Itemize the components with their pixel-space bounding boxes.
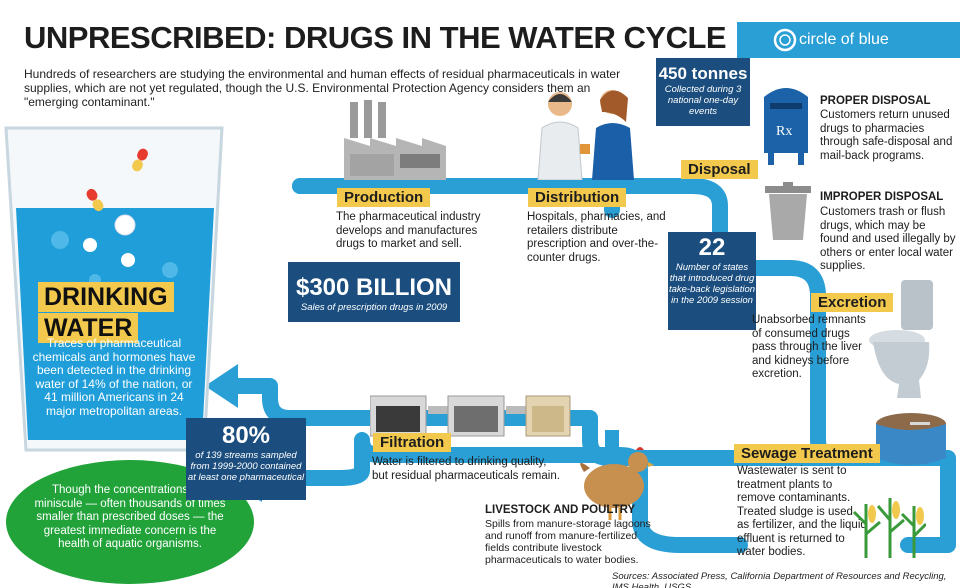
production-label: Production bbox=[337, 188, 431, 207]
mailbox-icon: Rx bbox=[764, 88, 808, 165]
states-caption: Number of states that introduced drug ta… bbox=[668, 262, 756, 306]
streams-value: 80% bbox=[221, 422, 271, 449]
states-value: 22 bbox=[698, 234, 726, 261]
chicken-icon bbox=[580, 447, 654, 520]
rx-mark: Rx bbox=[776, 124, 792, 139]
brand-name: circle of blue bbox=[799, 31, 889, 48]
drinking-water-heading-2: WATER bbox=[38, 313, 139, 343]
livestock-text: Spills from manure-storage lagoons and r… bbox=[485, 518, 651, 566]
trash-can-icon bbox=[765, 182, 811, 240]
livestock-title: LIVESTOCK AND POULTRY bbox=[485, 504, 636, 516]
filtration-text: Water is filtered to drinking quality, b… bbox=[372, 456, 560, 482]
sales-value: $300 BILLION bbox=[295, 274, 453, 301]
capsule-icon bbox=[132, 148, 148, 172]
page-title: UNPRESCRIBED: DRUGS IN THE WATER CYCLE bbox=[24, 20, 727, 55]
proper-disposal-title: PROPER DISPOSAL bbox=[820, 95, 931, 107]
proper-disposal-text: Customers return unused drugs to pharmac… bbox=[820, 109, 953, 162]
factory-icon bbox=[344, 100, 446, 180]
toilet-icon bbox=[869, 280, 933, 398]
filtration-tanks-icon bbox=[370, 395, 571, 437]
tonnes-stat: 450 tonnes Collected during 3 national o… bbox=[656, 58, 750, 126]
states-stat: 22 Number of states that introduced drug… bbox=[668, 232, 756, 330]
filtration-label: Filtration bbox=[373, 433, 452, 452]
circle-of-blue-logo-icon bbox=[773, 28, 797, 52]
distribution-text: Hospitals, pharmacies, and retailers dis… bbox=[527, 211, 666, 264]
excretion-text: Unabsorbed remnants of consumed drugs pa… bbox=[752, 314, 866, 380]
brand-banner[interactable]: circle of blue bbox=[737, 22, 960, 58]
intro-text: Hundreds of researchers are studying the… bbox=[24, 67, 621, 109]
white-pill-icon bbox=[114, 214, 136, 236]
aquatic-concern-text: Though the concentrations are miniscule … bbox=[34, 484, 226, 550]
tonnes-value: 450 tonnes bbox=[658, 64, 748, 83]
pipe-arrow-upper bbox=[205, 364, 238, 408]
improper-disposal-title: IMPROPER DISPOSAL bbox=[820, 191, 944, 203]
streams-stat: 80% of 139 streams sampled from 1999-200… bbox=[186, 418, 306, 500]
pharmacist-customer-icon bbox=[537, 90, 634, 180]
distribution-label: Distribution bbox=[528, 188, 627, 207]
drinking-water-text: Traces of pharmaceutical chemicals and h… bbox=[32, 336, 196, 418]
tonnes-caption: Collected during 3 national one-day even… bbox=[664, 84, 742, 117]
capsule-icon bbox=[86, 188, 104, 212]
disposal-label: Disposal bbox=[681, 160, 758, 179]
white-pill-icon bbox=[121, 253, 135, 267]
sewage-text: Wastewater is sent to treatment plants t… bbox=[737, 465, 867, 558]
excretion-label: Excretion bbox=[811, 293, 894, 312]
corn-crop-icon bbox=[852, 498, 926, 558]
sewage-label: Sewage Treatment bbox=[734, 444, 880, 463]
streams-caption: of 139 streams sampled from 1999-2000 co… bbox=[187, 450, 305, 483]
water-pipe-lower bbox=[250, 432, 748, 553]
improper-disposal-text: Customers trash or flush drugs, which ma… bbox=[820, 206, 956, 272]
sales-caption: Sales of prescription drugs in 2009 bbox=[300, 302, 448, 313]
sewage-tank-icon bbox=[876, 413, 946, 465]
drinking-water-heading-1: DRINKING bbox=[38, 282, 174, 312]
sources-footnote: Sources: Associated Press, California De… bbox=[612, 571, 947, 588]
production-text: The pharmaceutical industry develops and… bbox=[336, 211, 481, 250]
white-pill-icon bbox=[83, 238, 97, 252]
sales-stat: $300 BILLION Sales of prescription drugs… bbox=[288, 262, 460, 322]
